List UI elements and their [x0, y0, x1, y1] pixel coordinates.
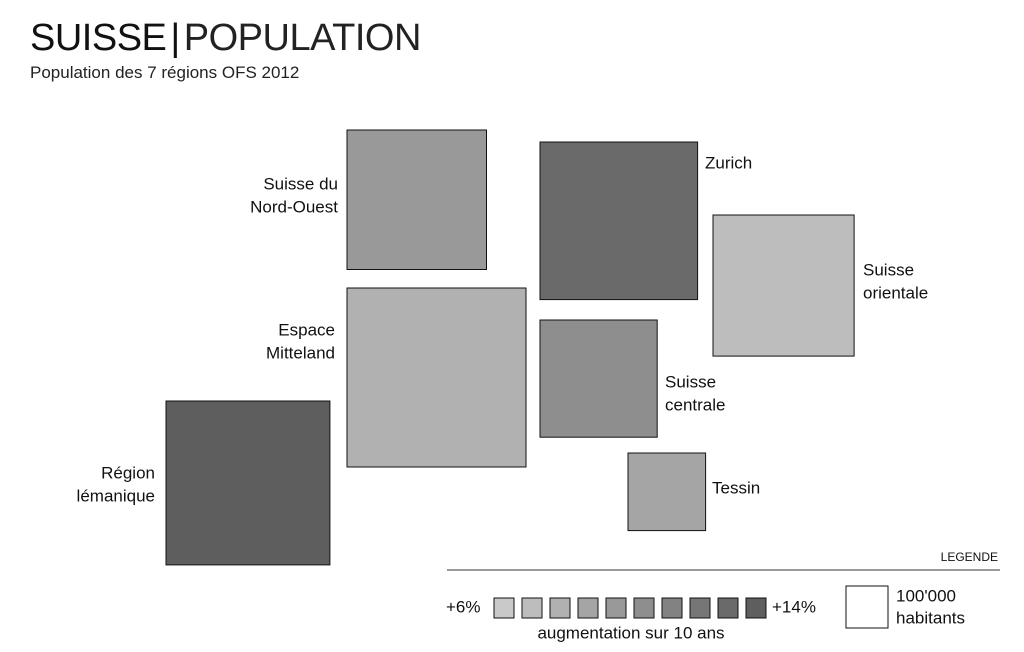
region-label-1-0: Espace: [278, 320, 335, 339]
region-label-0-0: Région: [101, 463, 155, 482]
region-label-2-1: Nord-Ouest: [250, 197, 338, 216]
region-square-0: [165, 400, 331, 566]
legend-unit-square: [845, 585, 889, 629]
title-main: SUISSE: [30, 17, 167, 59]
title-sub: POPULATION: [183, 17, 422, 59]
legend-swatch-10: [745, 597, 767, 619]
region-square-3: [539, 141, 699, 301]
legend-swatch-7: [661, 597, 683, 619]
legend-unit-label-0: 100'000: [896, 586, 956, 605]
legend-min-label: +6%: [446, 597, 481, 616]
legend-unit-label-1: habitants: [896, 608, 965, 627]
legend-scale-label: augmentation sur 10 ans: [537, 623, 724, 642]
region-label-0-1: lémanique: [77, 486, 155, 505]
region-square-1: [346, 287, 527, 468]
legend-swatch-2: [521, 597, 543, 619]
region-label-3-0: Zurich: [705, 153, 752, 172]
legend-swatch-9: [717, 597, 739, 619]
legend-max-label: +14%: [772, 597, 816, 616]
region-square-6: [627, 452, 707, 532]
legend-swatch-1: [493, 597, 515, 619]
legend-swatch-6: [633, 597, 655, 619]
region-label-4-0: Suisse: [863, 260, 914, 279]
chart-subtitle: Population des 7 régions OFS 2012: [30, 63, 300, 82]
region-label-6-0: Tessin: [712, 478, 760, 497]
legend-swatch-4: [577, 597, 599, 619]
legend-swatch-5: [605, 597, 627, 619]
legend-title: LEGENDE: [941, 550, 998, 564]
region-label-4-1: orientale: [863, 283, 928, 302]
chart-title: SUISSE | POPULATION: [30, 16, 421, 60]
legend-swatch-3: [549, 597, 571, 619]
region-square-5: [539, 319, 658, 438]
region-square-4: [712, 214, 855, 357]
region-square-2: [346, 129, 487, 270]
title-separator: |: [170, 17, 180, 59]
region-label-5-0: Suisse: [665, 372, 716, 391]
region-label-1-1: Mitteland: [266, 343, 335, 362]
legend-swatch-8: [689, 597, 711, 619]
region-label-5-1: centrale: [665, 395, 725, 414]
region-label-2-0: Suisse du: [263, 174, 338, 193]
